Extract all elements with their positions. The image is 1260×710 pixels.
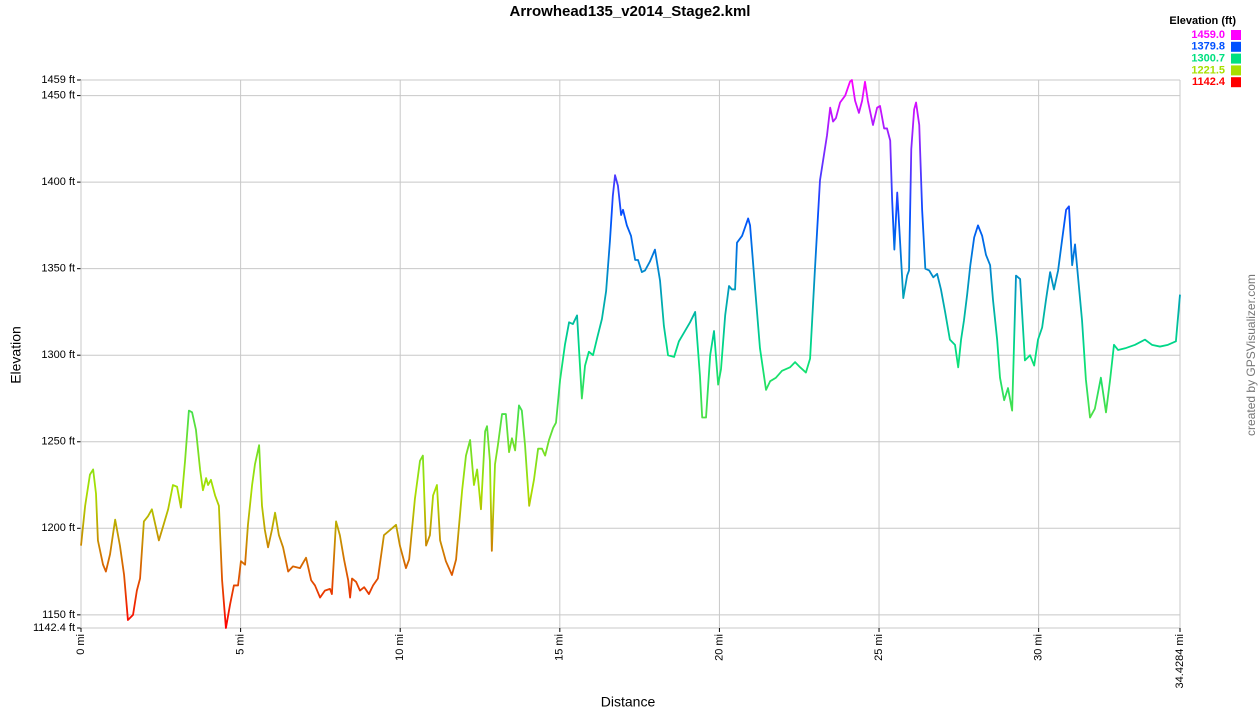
- legend-swatch: [1231, 30, 1241, 40]
- elevation-line: [80, 79, 1181, 629]
- legend-label: 1221.5: [1191, 64, 1225, 76]
- x-axis-label: Distance: [601, 694, 656, 710]
- y-tick-label: 1142.4 ft: [33, 622, 75, 634]
- legend-title: Elevation (ft): [1169, 15, 1236, 27]
- legend-swatch: [1231, 41, 1241, 52]
- y-tick-label: 1150 ft: [42, 609, 75, 621]
- x-tick-label: 0 mi: [75, 634, 87, 655]
- x-tick-label: 10 mi: [394, 634, 406, 661]
- legend-label: 1300.7: [1191, 53, 1225, 65]
- y-tick-label: 1200 ft: [41, 522, 75, 534]
- credit: created by GPSVisualizer.com: [1244, 274, 1258, 436]
- chart-title: Arrowhead135_v2014_Stage2.kml: [510, 3, 751, 20]
- x-tick-label: 34.4284 mi: [1174, 634, 1186, 688]
- legend-swatch: [1231, 77, 1241, 88]
- y-tick-label: 1250 ft: [41, 436, 75, 448]
- y-axis-label: Elevation: [8, 326, 24, 384]
- y-tick-label: 1300 ft: [41, 349, 75, 361]
- legend-label: 1142.4: [1192, 76, 1226, 88]
- x-tick-label: 15 mi: [554, 634, 566, 661]
- y-tick-label: 1450 ft: [41, 89, 75, 101]
- y-tick-label: 1459 ft: [41, 74, 75, 86]
- legend-swatch: [1231, 65, 1241, 76]
- legend-label: 1459.0: [1191, 29, 1225, 41]
- y-tick-label: 1350 ft: [41, 263, 75, 275]
- x-tick-label: 30 mi: [1033, 634, 1045, 661]
- legend-swatch: [1231, 53, 1241, 64]
- y-tick-label: 1400 ft: [41, 176, 75, 188]
- x-tick-label: 20 mi: [713, 634, 725, 661]
- x-tick-label: 25 mi: [873, 634, 885, 661]
- x-tick-label: 5 mi: [235, 634, 247, 655]
- legend-label: 1379.8: [1191, 41, 1225, 53]
